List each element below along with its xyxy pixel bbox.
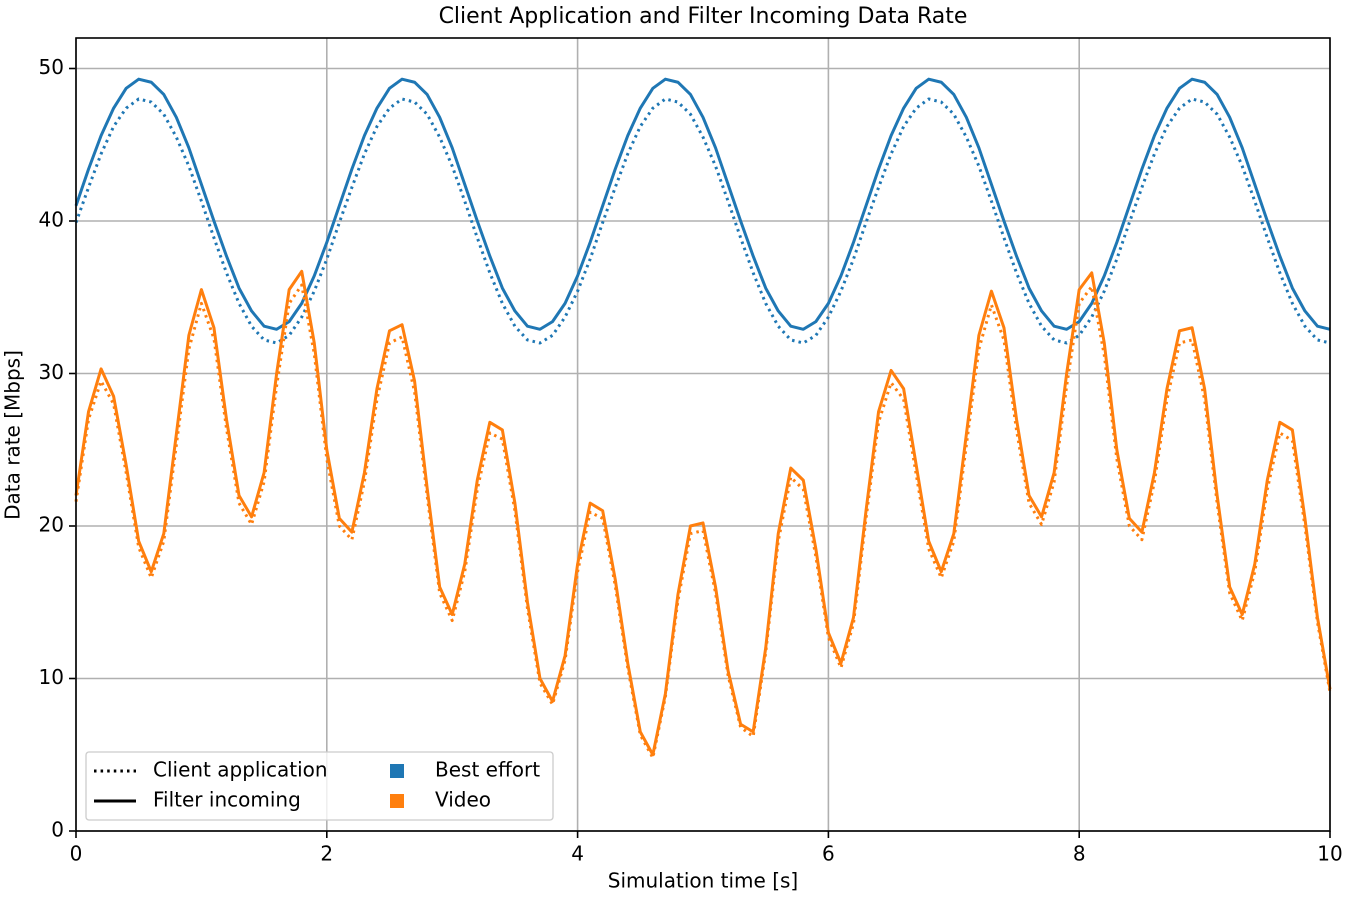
y-tick-label: 0 xyxy=(51,818,64,842)
legend-label: Filter incoming xyxy=(153,788,301,812)
legend-label: Client application xyxy=(153,758,328,782)
x-tick-label: 2 xyxy=(320,842,333,866)
y-tick-label: 10 xyxy=(39,665,64,689)
legend-swatch xyxy=(390,794,404,808)
legend-swatch xyxy=(390,764,404,778)
x-tick-label: 0 xyxy=(70,842,83,866)
chart-title: Client Application and Filter Incoming D… xyxy=(439,4,968,29)
x-tick-label: 4 xyxy=(571,842,584,866)
legend-box xyxy=(85,751,554,821)
y-axis-label: Data rate [Mbps] xyxy=(1,350,25,520)
data-line xyxy=(74,269,1332,757)
y-tick-label: 40 xyxy=(39,208,64,232)
y-tick-label: 20 xyxy=(39,513,64,537)
x-tick-label: 6 xyxy=(822,842,835,866)
x-axis-label: Simulation time [s] xyxy=(608,869,798,893)
y-tick-label: 30 xyxy=(39,360,64,384)
x-tick-label: 10 xyxy=(1317,842,1342,866)
legend-label: Best effort xyxy=(435,758,540,782)
legend-label: Video xyxy=(435,788,491,812)
y-tick-label: 50 xyxy=(39,55,64,79)
plot-frame xyxy=(75,37,1331,832)
x-tick-label: 8 xyxy=(1073,842,1086,866)
data-line xyxy=(74,97,1331,345)
